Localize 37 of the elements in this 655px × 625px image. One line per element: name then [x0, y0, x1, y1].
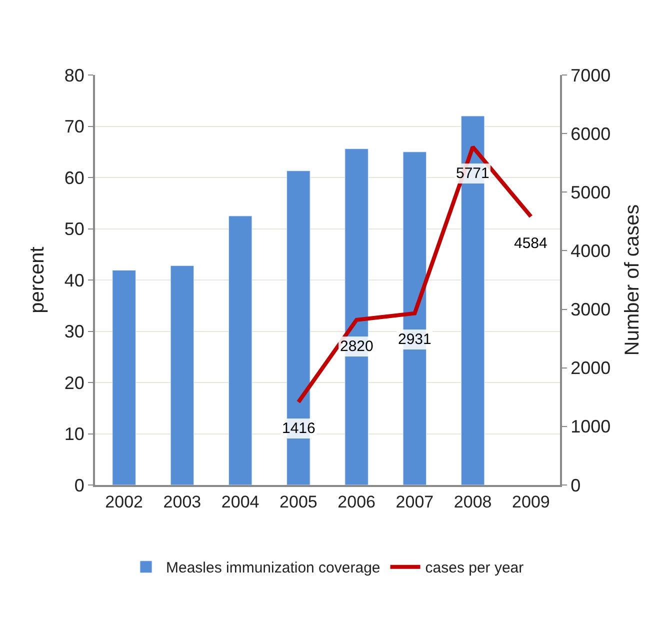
y2-tick-label: 0	[570, 475, 581, 496]
y-tick-label: 20	[64, 372, 84, 393]
y-tick-label: 80	[64, 65, 84, 86]
y2-tick-label: 7000	[570, 65, 611, 86]
y-tick-label: 30	[64, 322, 84, 342]
data-label: 2820	[340, 338, 374, 355]
x-tick-label: 2009	[512, 492, 550, 512]
y2-tick-label: 1000	[570, 416, 611, 437]
y-tick-label: 0	[74, 475, 84, 496]
legend-label: Measles immunization coverage	[166, 560, 380, 577]
y-tick-label: 40	[64, 270, 84, 290]
data-label: 1416	[282, 420, 316, 437]
bar	[228, 216, 252, 485]
data-label: 2931	[398, 331, 432, 348]
bar	[170, 265, 194, 485]
y-axis-title: percent	[26, 246, 48, 314]
y-tick-label: 60	[64, 168, 84, 188]
y2-tick-label: 2000	[570, 358, 611, 378]
x-tick-label: 2003	[163, 492, 202, 512]
x-tick-label: 2004	[221, 492, 260, 512]
y2-tick-label: 4000	[570, 241, 611, 262]
y-tick-label: 70	[64, 116, 84, 137]
y2-axis-title: Number of cases	[622, 204, 644, 356]
x-tick-label: 2006	[338, 492, 376, 512]
x-tick-label: 2007	[396, 492, 434, 512]
x-tick-label: 2002	[105, 492, 143, 512]
data-label: 5771	[456, 165, 490, 182]
y-tick-label: 10	[64, 424, 84, 444]
legend-label: cases per year	[425, 560, 524, 577]
data-label: 4584	[514, 235, 548, 252]
x-tick-label: 2008	[454, 492, 492, 512]
y2-tick-label: 3000	[570, 300, 611, 320]
y2-tick-label: 5000	[570, 182, 611, 202]
y-tick-label: 50	[64, 219, 84, 240]
bar	[112, 270, 136, 485]
y2-tick-label: 6000	[570, 124, 611, 144]
x-tick-label: 2005	[280, 492, 318, 512]
